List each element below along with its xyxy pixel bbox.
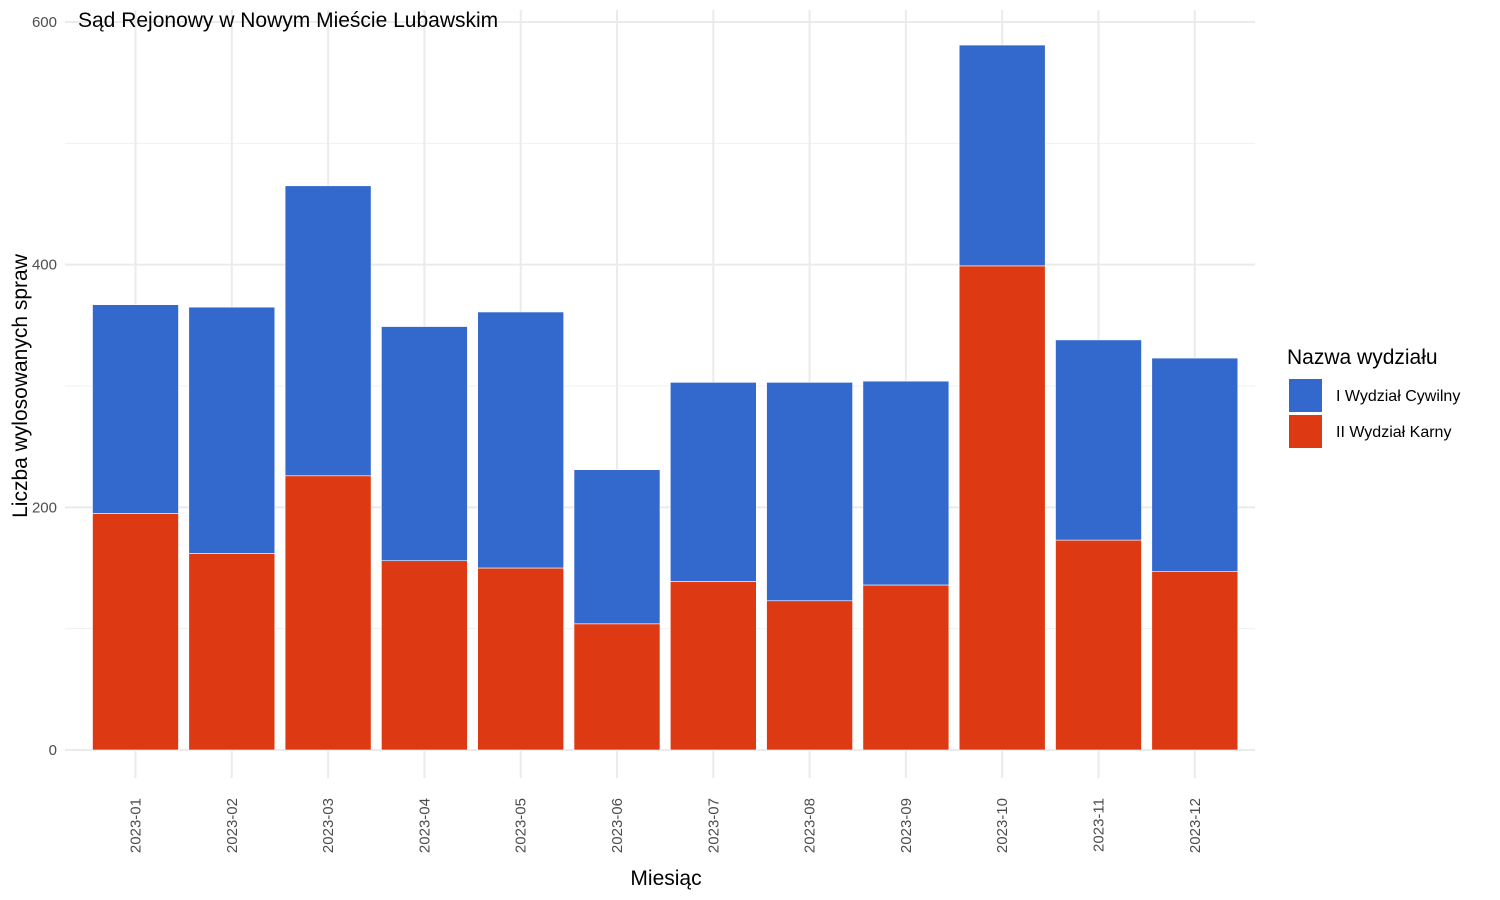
legend: Nazwa wydziału I Wydział Cywilny II Wydzi… (1287, 346, 1460, 448)
bar-segment-2023-12-cywilny (1151, 357, 1239, 572)
bar-segment-2023-04-cywilny (381, 326, 468, 562)
x-tick-label: 2023-08 (802, 798, 819, 853)
x-tick-label: 2023-02 (224, 798, 241, 853)
bar-segment-2023-02-cywilny (188, 306, 276, 554)
bar-segment-2023-12-karny (1151, 571, 1239, 751)
x-axis-ticks: 2023-01 2023-02 2023-03 2023-04 2023-05 2023-… (128, 798, 1204, 853)
x-tick-label: 2023-11 (1091, 798, 1108, 852)
bar-segment-2023-09-cywilny (862, 380, 950, 586)
x-tick-label: 2023-10 (994, 798, 1011, 853)
x-axis-title: Miesiąc (630, 867, 701, 890)
bar-segment-2023-01-karny (92, 513, 179, 751)
bar-segment-2023-08-cywilny (766, 382, 853, 602)
legend-title: Nazwa wydziału (1287, 346, 1438, 369)
bar-segment-2023-03-karny (284, 475, 372, 751)
x-tick-label: 2023-05 (513, 798, 530, 853)
bar-segment-2023-11-karny (1055, 539, 1142, 751)
bar-segment-2023-05-karny (477, 567, 565, 751)
x-tick-label: 2023-09 (898, 798, 915, 853)
x-tick-label: 2023-07 (705, 798, 722, 853)
chart-title: Sąd Rejonowy w Nowym Mieście Lubawskim (78, 9, 498, 32)
x-tick-label: 2023-03 (320, 798, 337, 853)
x-tick-label: 2023-06 (609, 798, 626, 853)
y-tick-label: 0 (49, 742, 57, 759)
y-axis-ticks: 0 200 400 600 (32, 14, 57, 759)
bar-segment-2023-10-karny (958, 265, 1046, 751)
bar-segment-2023-01-cywilny (92, 304, 179, 514)
legend-key (1289, 379, 1322, 412)
bars (92, 44, 1239, 751)
legend-label: II Wydział Karny (1336, 424, 1451, 441)
bar-segment-2023-08-karny (766, 600, 853, 751)
bar-segment-2023-07-cywilny (669, 382, 757, 582)
bar-segment-2023-04-karny (381, 560, 468, 751)
legend-label: I Wydział Cywilny (1336, 388, 1460, 405)
bar-segment-2023-06-cywilny (573, 469, 661, 625)
bar-segment-2023-11-cywilny (1055, 339, 1142, 541)
bar-segment-2023-05-cywilny (477, 311, 565, 569)
x-tick-label: 2023-01 (128, 798, 145, 853)
bar-segment-2023-03-cywilny (284, 185, 372, 477)
y-tick-label: 400 (32, 257, 57, 274)
legend-key (1289, 415, 1322, 448)
y-tick-label: 200 (32, 499, 57, 516)
x-tick-label: 2023-12 (1187, 798, 1204, 853)
bar-segment-2023-07-karny (669, 581, 757, 751)
bar-segment-2023-06-karny (573, 623, 661, 751)
bar-segment-2023-09-karny (862, 584, 950, 751)
y-tick-label: 600 (32, 14, 57, 31)
y-axis-title: Liczba wylosowanych spraw (9, 253, 32, 518)
bar-segment-2023-02-karny (188, 553, 276, 751)
x-tick-label: 2023-04 (416, 798, 433, 853)
bar-segment-2023-10-cywilny (958, 44, 1046, 267)
